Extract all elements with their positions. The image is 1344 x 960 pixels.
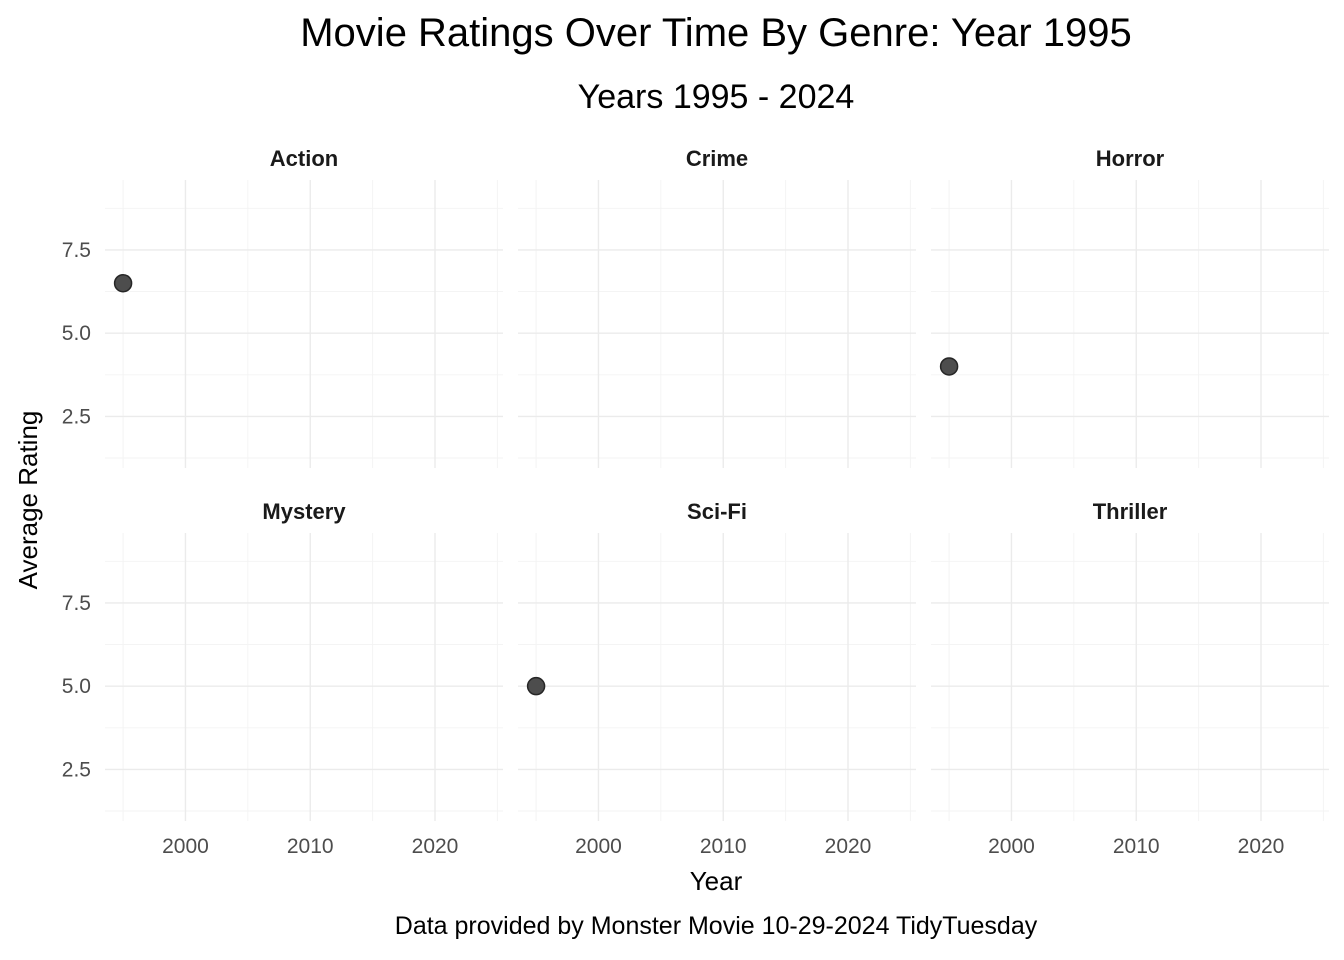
y-tick-label: 7.5 xyxy=(62,592,91,615)
chart-title: Movie Ratings Over Time By Genre: Year 1… xyxy=(300,11,1132,55)
facet-panel-mystery: Mystery 2.5 5.0 7.5 2000 2010 2020 xyxy=(62,499,503,858)
y-axis-title: Average Rating xyxy=(13,411,43,590)
x-tick-label: 2000 xyxy=(575,835,622,858)
x-tick-label: 2000 xyxy=(988,835,1035,858)
data-point xyxy=(113,273,133,293)
x-axis-title: Year xyxy=(690,866,743,896)
facet-strip-label: Sci-Fi xyxy=(687,499,747,524)
y-tick-label: 5.0 xyxy=(62,322,91,345)
chart-subtitle: Years 1995 - 2024 xyxy=(578,78,855,116)
chart-caption: Data provided by Monster Movie 10-29-202… xyxy=(395,912,1038,940)
y-tick-label: 7.5 xyxy=(62,239,91,262)
y-tick-label: 2.5 xyxy=(62,758,91,781)
x-tick-label: 2020 xyxy=(412,835,459,858)
facet-panel-thriller: Thriller 2000 2010 2020 xyxy=(931,499,1329,858)
facet-panel-sci-fi: Sci-Fi 2000 2010 2020 xyxy=(518,499,916,858)
y-tick-label: 2.5 xyxy=(62,405,91,428)
facet-panel-action: Action 2.5 5.0 7.5 xyxy=(62,146,503,468)
facet-panels: Action 2.5 5.0 7.5 Crime Horror Mystery 2.5 5.0 7… xyxy=(62,146,1329,858)
data-point xyxy=(526,676,546,696)
data-point xyxy=(939,357,959,376)
x-tick-label: 2020 xyxy=(1238,835,1285,858)
x-tick-label: 2000 xyxy=(162,835,209,858)
facet-strip-label: Mystery xyxy=(262,499,346,524)
facet-strip-label: Action xyxy=(270,146,338,171)
facet-panel-crime: Crime xyxy=(518,146,916,468)
x-tick-label: 2010 xyxy=(1113,835,1160,858)
x-tick-label: 2010 xyxy=(287,835,334,858)
facet-strip-label: Crime xyxy=(686,146,748,171)
facet-strip-label: Thriller xyxy=(1093,499,1168,524)
facet-panel-horror: Horror xyxy=(931,146,1329,468)
y-tick-label: 5.0 xyxy=(62,675,91,698)
x-tick-label: 2020 xyxy=(825,835,872,858)
facet-strip-label: Horror xyxy=(1096,146,1165,171)
x-tick-label: 2010 xyxy=(700,835,747,858)
